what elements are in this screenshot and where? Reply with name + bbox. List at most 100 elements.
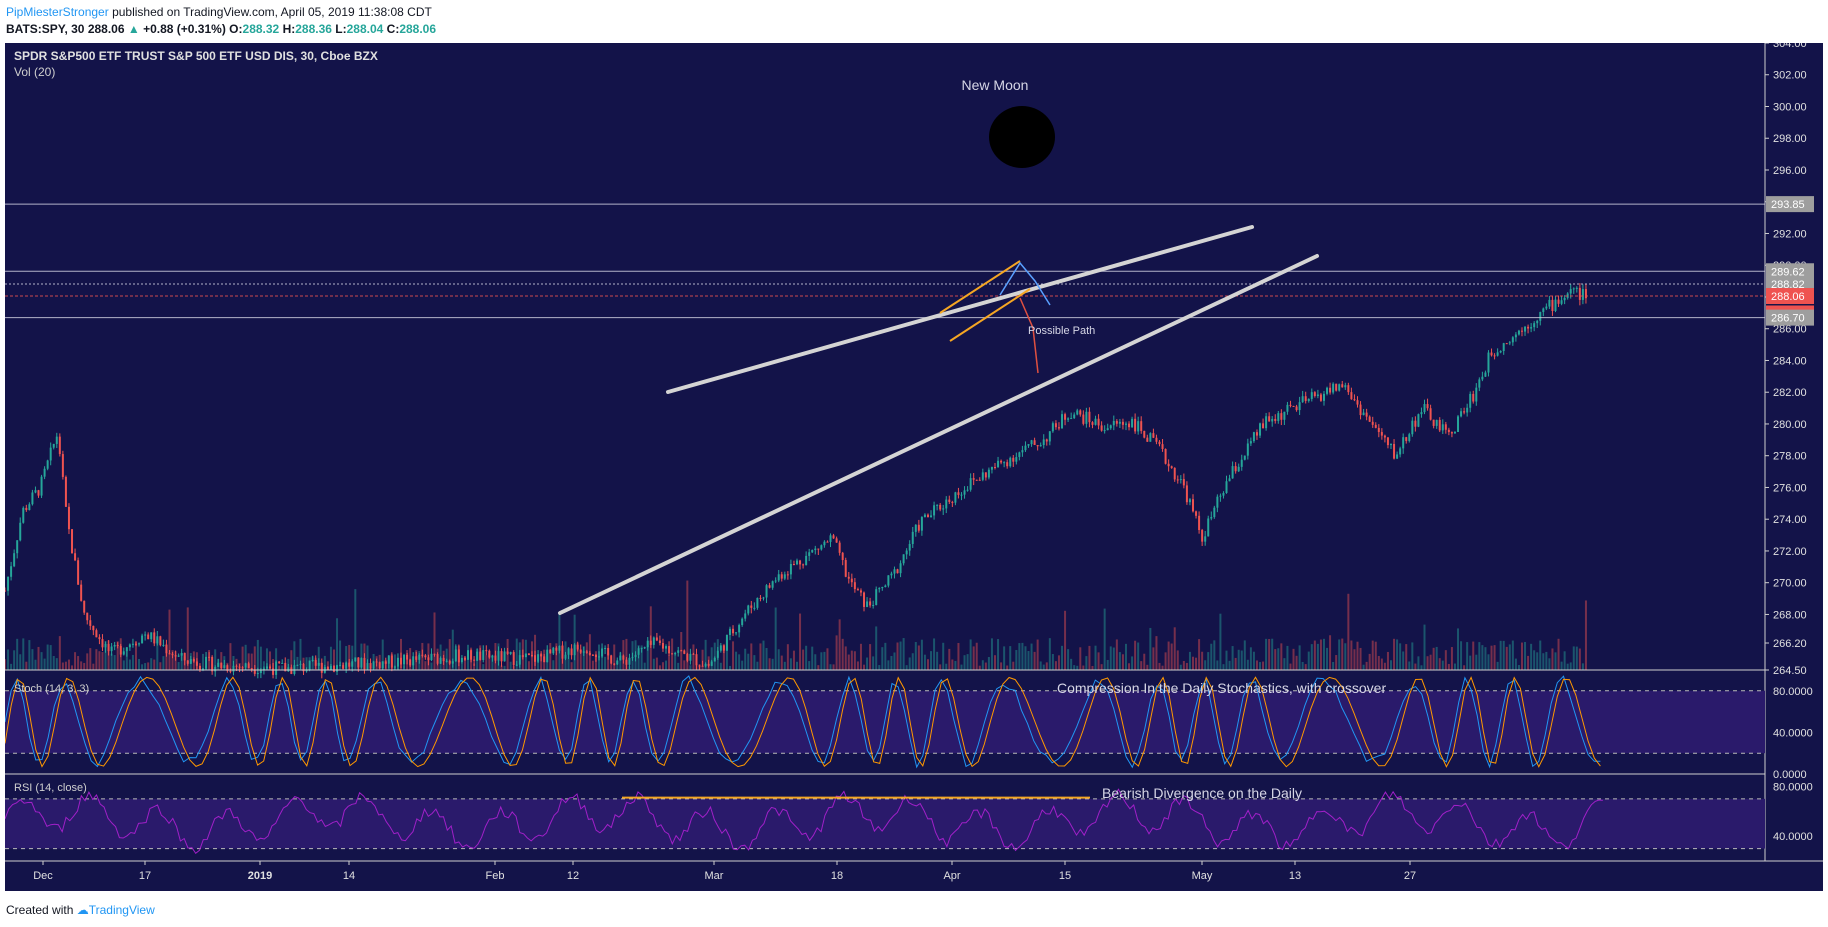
candle-body <box>884 585 887 587</box>
candle-body <box>802 564 805 566</box>
volume-bar <box>1067 649 1070 670</box>
volume-bar <box>838 619 841 670</box>
candle-body <box>1554 299 1557 312</box>
candle-body <box>1310 392 1313 399</box>
volume-bar <box>463 656 466 670</box>
x-tick-label: 18 <box>831 870 843 882</box>
volume-bar <box>1307 651 1310 670</box>
candle-body <box>1478 379 1481 388</box>
candle-body <box>1015 457 1018 462</box>
candle-body <box>403 654 406 665</box>
candle-body <box>881 586 884 589</box>
candle-body <box>1115 420 1118 424</box>
candle-body <box>1408 434 1411 441</box>
candle-body <box>719 645 722 651</box>
candle-body <box>875 589 878 605</box>
candle-body <box>637 648 640 655</box>
candle-body <box>1362 412 1365 416</box>
volume-bar <box>853 651 856 670</box>
volume-bar <box>1106 659 1109 670</box>
tradingview-logo-icon[interactable]: ☁ <box>76 903 89 917</box>
volume-bar <box>1365 661 1368 670</box>
upper-trendline[interactable] <box>666 225 1254 394</box>
candle-body <box>1365 412 1368 417</box>
possible-path-blue-arrow[interactable] <box>999 261 1051 306</box>
price-change: +0.88 (+0.31%) <box>143 22 226 36</box>
lower-trendline[interactable] <box>558 254 1319 615</box>
candle-body <box>104 643 107 648</box>
candle-body <box>52 443 55 448</box>
candle-body <box>960 494 963 496</box>
annotation-text[interactable]: Compression In the Daily Stochastics, wi… <box>1057 680 1386 696</box>
possible-path-red-arrow[interactable] <box>1019 297 1039 374</box>
candle-body <box>1045 439 1048 442</box>
candle-body <box>1277 413 1280 421</box>
annotation-text[interactable]: Possible Path <box>1028 325 1095 337</box>
candle-body <box>7 576 10 591</box>
volume-bar <box>180 653 183 670</box>
author-link[interactable]: PipMiesterStronger <box>6 5 109 19</box>
flag-lower-line[interactable] <box>949 288 1031 342</box>
volume-bar <box>826 648 829 670</box>
volume-bar <box>52 655 55 670</box>
volume-bar <box>1530 643 1533 670</box>
candle-body <box>421 654 424 656</box>
rsi-y-label: 40.0000 <box>1773 831 1813 843</box>
candle-body <box>195 661 198 666</box>
close-value: 288.06 <box>399 22 437 36</box>
candle-body <box>165 644 168 654</box>
volume-bar <box>1246 659 1249 670</box>
candle-body <box>150 632 153 640</box>
candle-body <box>549 649 552 654</box>
volume-bar <box>1243 640 1246 670</box>
price-tag-label: 286.70 <box>1771 313 1805 325</box>
volume-bar <box>1170 643 1173 670</box>
tradingview-brand-link[interactable]: TradingView <box>88 903 155 917</box>
volume-bar <box>1219 613 1222 670</box>
volume-bar <box>430 662 433 670</box>
y-tick-label: 302.00 <box>1773 70 1807 82</box>
candle-body <box>1341 384 1344 388</box>
candle-body <box>354 657 357 662</box>
chart-svg[interactable]: 80.0000 40.0000 0.0000 80.0000 40.0000 304.… <box>4 38 1823 891</box>
volume-bar <box>1015 650 1018 670</box>
chart-area[interactable]: 80.0000 40.0000 0.0000 80.0000 40.0000 304.… <box>4 38 1823 891</box>
candle-body <box>34 490 37 493</box>
volume-bar <box>1128 663 1131 670</box>
volume-bar <box>1213 640 1216 670</box>
volume-bar <box>1417 656 1420 670</box>
candle-body <box>275 661 278 675</box>
candle-body <box>4 590 6 592</box>
volume-bar <box>250 653 253 670</box>
annotation-text[interactable]: New Moon <box>962 77 1029 93</box>
candle-body <box>247 663 250 669</box>
volume-bar <box>640 645 643 670</box>
volume-bar <box>692 644 695 670</box>
candle-body <box>594 654 597 658</box>
candle-body <box>174 655 177 657</box>
candle-body <box>1292 405 1295 407</box>
candle-body <box>1079 410 1082 415</box>
candle-body <box>101 639 104 648</box>
candle-body <box>381 661 384 669</box>
flag-upper-line[interactable] <box>939 260 1021 314</box>
candle-body <box>509 652 512 654</box>
volume-bar <box>1423 624 1426 670</box>
volume-bar <box>1079 647 1082 670</box>
candle-body <box>1469 393 1472 408</box>
candle-body <box>43 468 46 477</box>
volume-bar <box>963 655 966 670</box>
candle-body <box>162 644 165 646</box>
candle-body <box>1402 437 1405 449</box>
annotation-text[interactable]: Bearish Divergence on the Daily <box>1102 785 1302 801</box>
time-axis-background <box>5 861 1823 891</box>
volume-bar <box>1444 650 1447 670</box>
volume-bar <box>997 639 1000 670</box>
candle-body <box>631 657 634 659</box>
volume-bar <box>1003 646 1006 670</box>
candle-body <box>521 655 524 658</box>
candle-body <box>1149 433 1152 442</box>
candle-body <box>1414 420 1417 427</box>
volume-bar <box>1152 647 1155 670</box>
volume-bar <box>1280 643 1283 670</box>
